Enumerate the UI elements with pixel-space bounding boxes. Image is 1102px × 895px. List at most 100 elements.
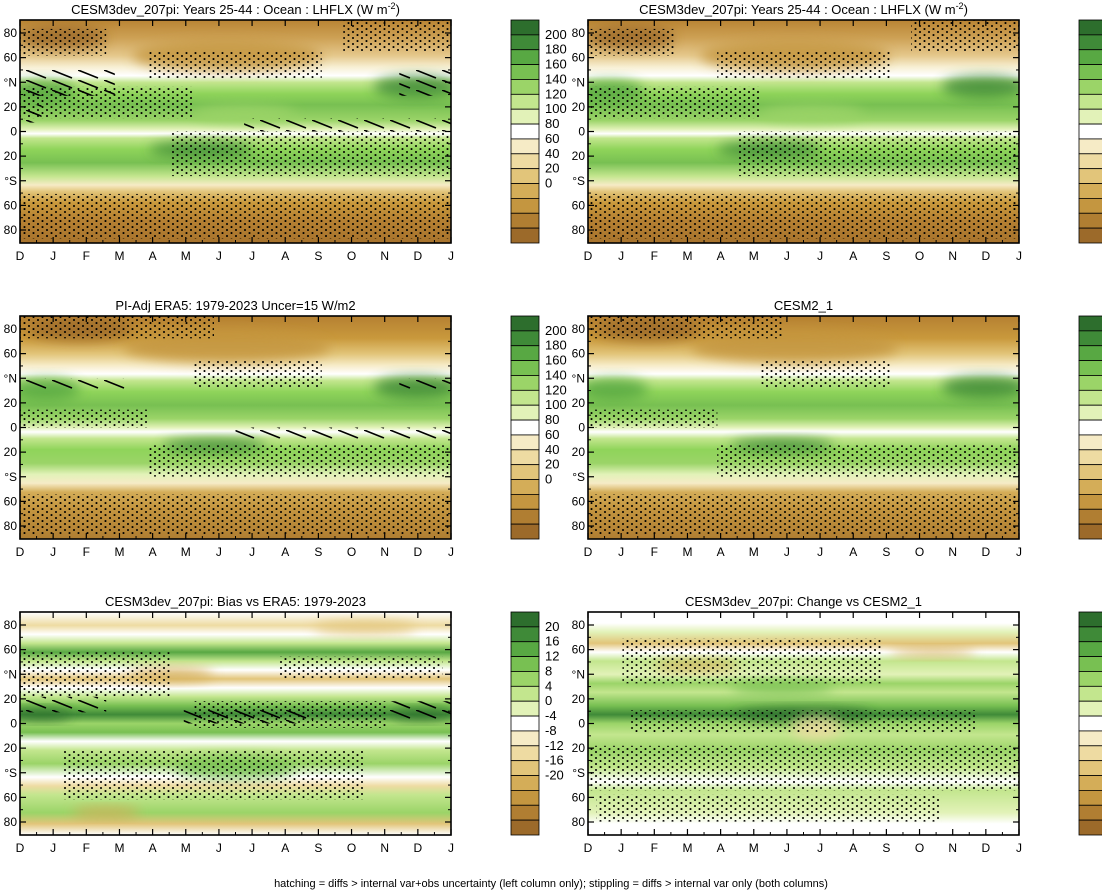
- panel-title: PI-Adj ERA5: 1979-2023 Uncer=15 W/m2: [115, 298, 355, 313]
- x-tick-label: J: [817, 841, 823, 855]
- colorbar-swatch: [510, 197, 540, 214]
- contour-field: [588, 316, 1019, 539]
- x-tick-label: S: [314, 841, 322, 855]
- panel-title: CESM3dev_207pi: Years 25-44 : Ocean : LH…: [71, 1, 400, 17]
- colorbar-swatch: [1078, 404, 1102, 421]
- y-tick-label: 80: [4, 618, 18, 632]
- x-tick-label: J: [50, 545, 56, 559]
- colorbar-label: 160: [545, 353, 567, 368]
- x-tick-label: S: [882, 249, 890, 263]
- colorbar-swatch: [510, 64, 540, 80]
- colorbar-swatch: [1078, 375, 1102, 391]
- colorbar-swatch: [1078, 685, 1102, 702]
- colorbar-swatch: [510, 360, 540, 376]
- panel-title: CESM2_1: [774, 298, 833, 313]
- y-tick-label: 0: [10, 421, 17, 435]
- colorbar-label: 4: [545, 678, 552, 693]
- x-tick-label: N: [948, 249, 957, 263]
- y-tick-label: 20: [4, 741, 18, 755]
- y-tick-label: 80: [572, 322, 586, 336]
- y-tick-label: 0: [578, 125, 585, 139]
- colorbar-swatch: [1078, 700, 1102, 717]
- x-tick-label: F: [83, 545, 90, 559]
- x-tick-label: J: [817, 545, 823, 559]
- colorbar-swatch: [510, 168, 540, 184]
- x-tick-label: N: [380, 841, 389, 855]
- colorbar-swatch: [510, 93, 540, 110]
- colorbar-swatch: [510, 108, 540, 125]
- colorbar-swatch: [510, 479, 540, 495]
- colorbar-label: 200: [545, 323, 567, 338]
- y-tick-label: 60: [4, 51, 18, 65]
- y-tick-label: °N: [4, 371, 17, 385]
- x-tick-label: O: [347, 249, 356, 263]
- colorbar-swatch: [1078, 49, 1102, 66]
- x-tick-label: D: [982, 841, 991, 855]
- y-tick-label: 60: [4, 494, 18, 508]
- x-tick-label: A: [849, 841, 857, 855]
- colorbar-swatch: [510, 656, 540, 672]
- colorbar-swatch: [1078, 464, 1102, 480]
- colorbar-swatch: [510, 375, 540, 391]
- y-tick-label: °N: [572, 667, 585, 681]
- y-tick-label: 60: [572, 51, 586, 65]
- colorbar-swatch: [510, 419, 540, 436]
- stippling: [20, 494, 451, 535]
- colorbar-label: -12: [545, 738, 564, 753]
- colorbar-swatch: [510, 790, 540, 806]
- y-tick-label: 60: [4, 198, 18, 212]
- y-tick-label: 80: [4, 815, 18, 829]
- colorbar-swatch: [510, 138, 540, 155]
- colorbar-swatch: [1078, 227, 1102, 244]
- x-tick-label: J: [216, 841, 222, 855]
- y-tick-label: 20: [572, 445, 586, 459]
- x-tick-label: J: [1016, 545, 1022, 559]
- panel-6: CESM3dev_207pi: Change vs CESM2_1 D J F M A M J…: [572, 594, 1102, 855]
- colorbar-swatch: [510, 493, 540, 510]
- panel-title: CESM3dev_207pi: Bias vs ERA5: 1979-2023: [105, 594, 366, 609]
- colorbar-swatch: [1078, 790, 1102, 806]
- colorbar-label: 20: [545, 161, 559, 176]
- y-tick-label: 0: [10, 125, 17, 139]
- x-tick-label: A: [281, 249, 289, 263]
- colorbar-swatch: [510, 611, 540, 628]
- y-tick-label: 20: [4, 149, 18, 163]
- colorbar-label: 80: [545, 412, 559, 427]
- x-tick-label: J: [784, 545, 790, 559]
- colorbar-swatch: [510, 641, 540, 658]
- x-tick-label: A: [717, 249, 725, 263]
- colorbar-label: 40: [545, 442, 559, 457]
- contour-field: [588, 20, 1019, 243]
- x-tick-label: J: [249, 249, 255, 263]
- colorbar-swatch: [1078, 626, 1102, 643]
- stippling: [717, 445, 1019, 477]
- colorbar-label: 8: [545, 663, 552, 678]
- colorbar-label: 200: [545, 27, 567, 42]
- y-tick-label: 80: [572, 618, 586, 632]
- colorbar-swatch: [1078, 775, 1102, 791]
- x-tick-label: A: [149, 249, 157, 263]
- y-tick-label: 60: [4, 347, 18, 361]
- y-tick-label: °S: [572, 766, 585, 780]
- colorbar-swatch: [510, 523, 540, 540]
- colorbar-swatch: [510, 330, 540, 347]
- colorbar-swatch: [510, 508, 540, 525]
- colorbar-label: -4: [545, 708, 557, 723]
- hatching: [399, 378, 451, 390]
- x-tick-label: A: [149, 545, 157, 559]
- x-tick-label: N: [948, 841, 957, 855]
- x-tick-label: D: [982, 249, 991, 263]
- colorbar-swatch: [1078, 330, 1102, 347]
- panel-title: CESM3dev_207pi: Change vs CESM2_1: [685, 594, 922, 609]
- stippling: [149, 51, 322, 78]
- colorbar-swatch: [1078, 345, 1102, 362]
- hatching: [235, 427, 451, 439]
- y-tick-label: °S: [4, 174, 17, 188]
- colorbar-swatch: [1078, 493, 1102, 510]
- stippling: [20, 193, 451, 239]
- colorbar-swatch: [1078, 153, 1102, 170]
- colorbar-swatch: [1078, 79, 1102, 95]
